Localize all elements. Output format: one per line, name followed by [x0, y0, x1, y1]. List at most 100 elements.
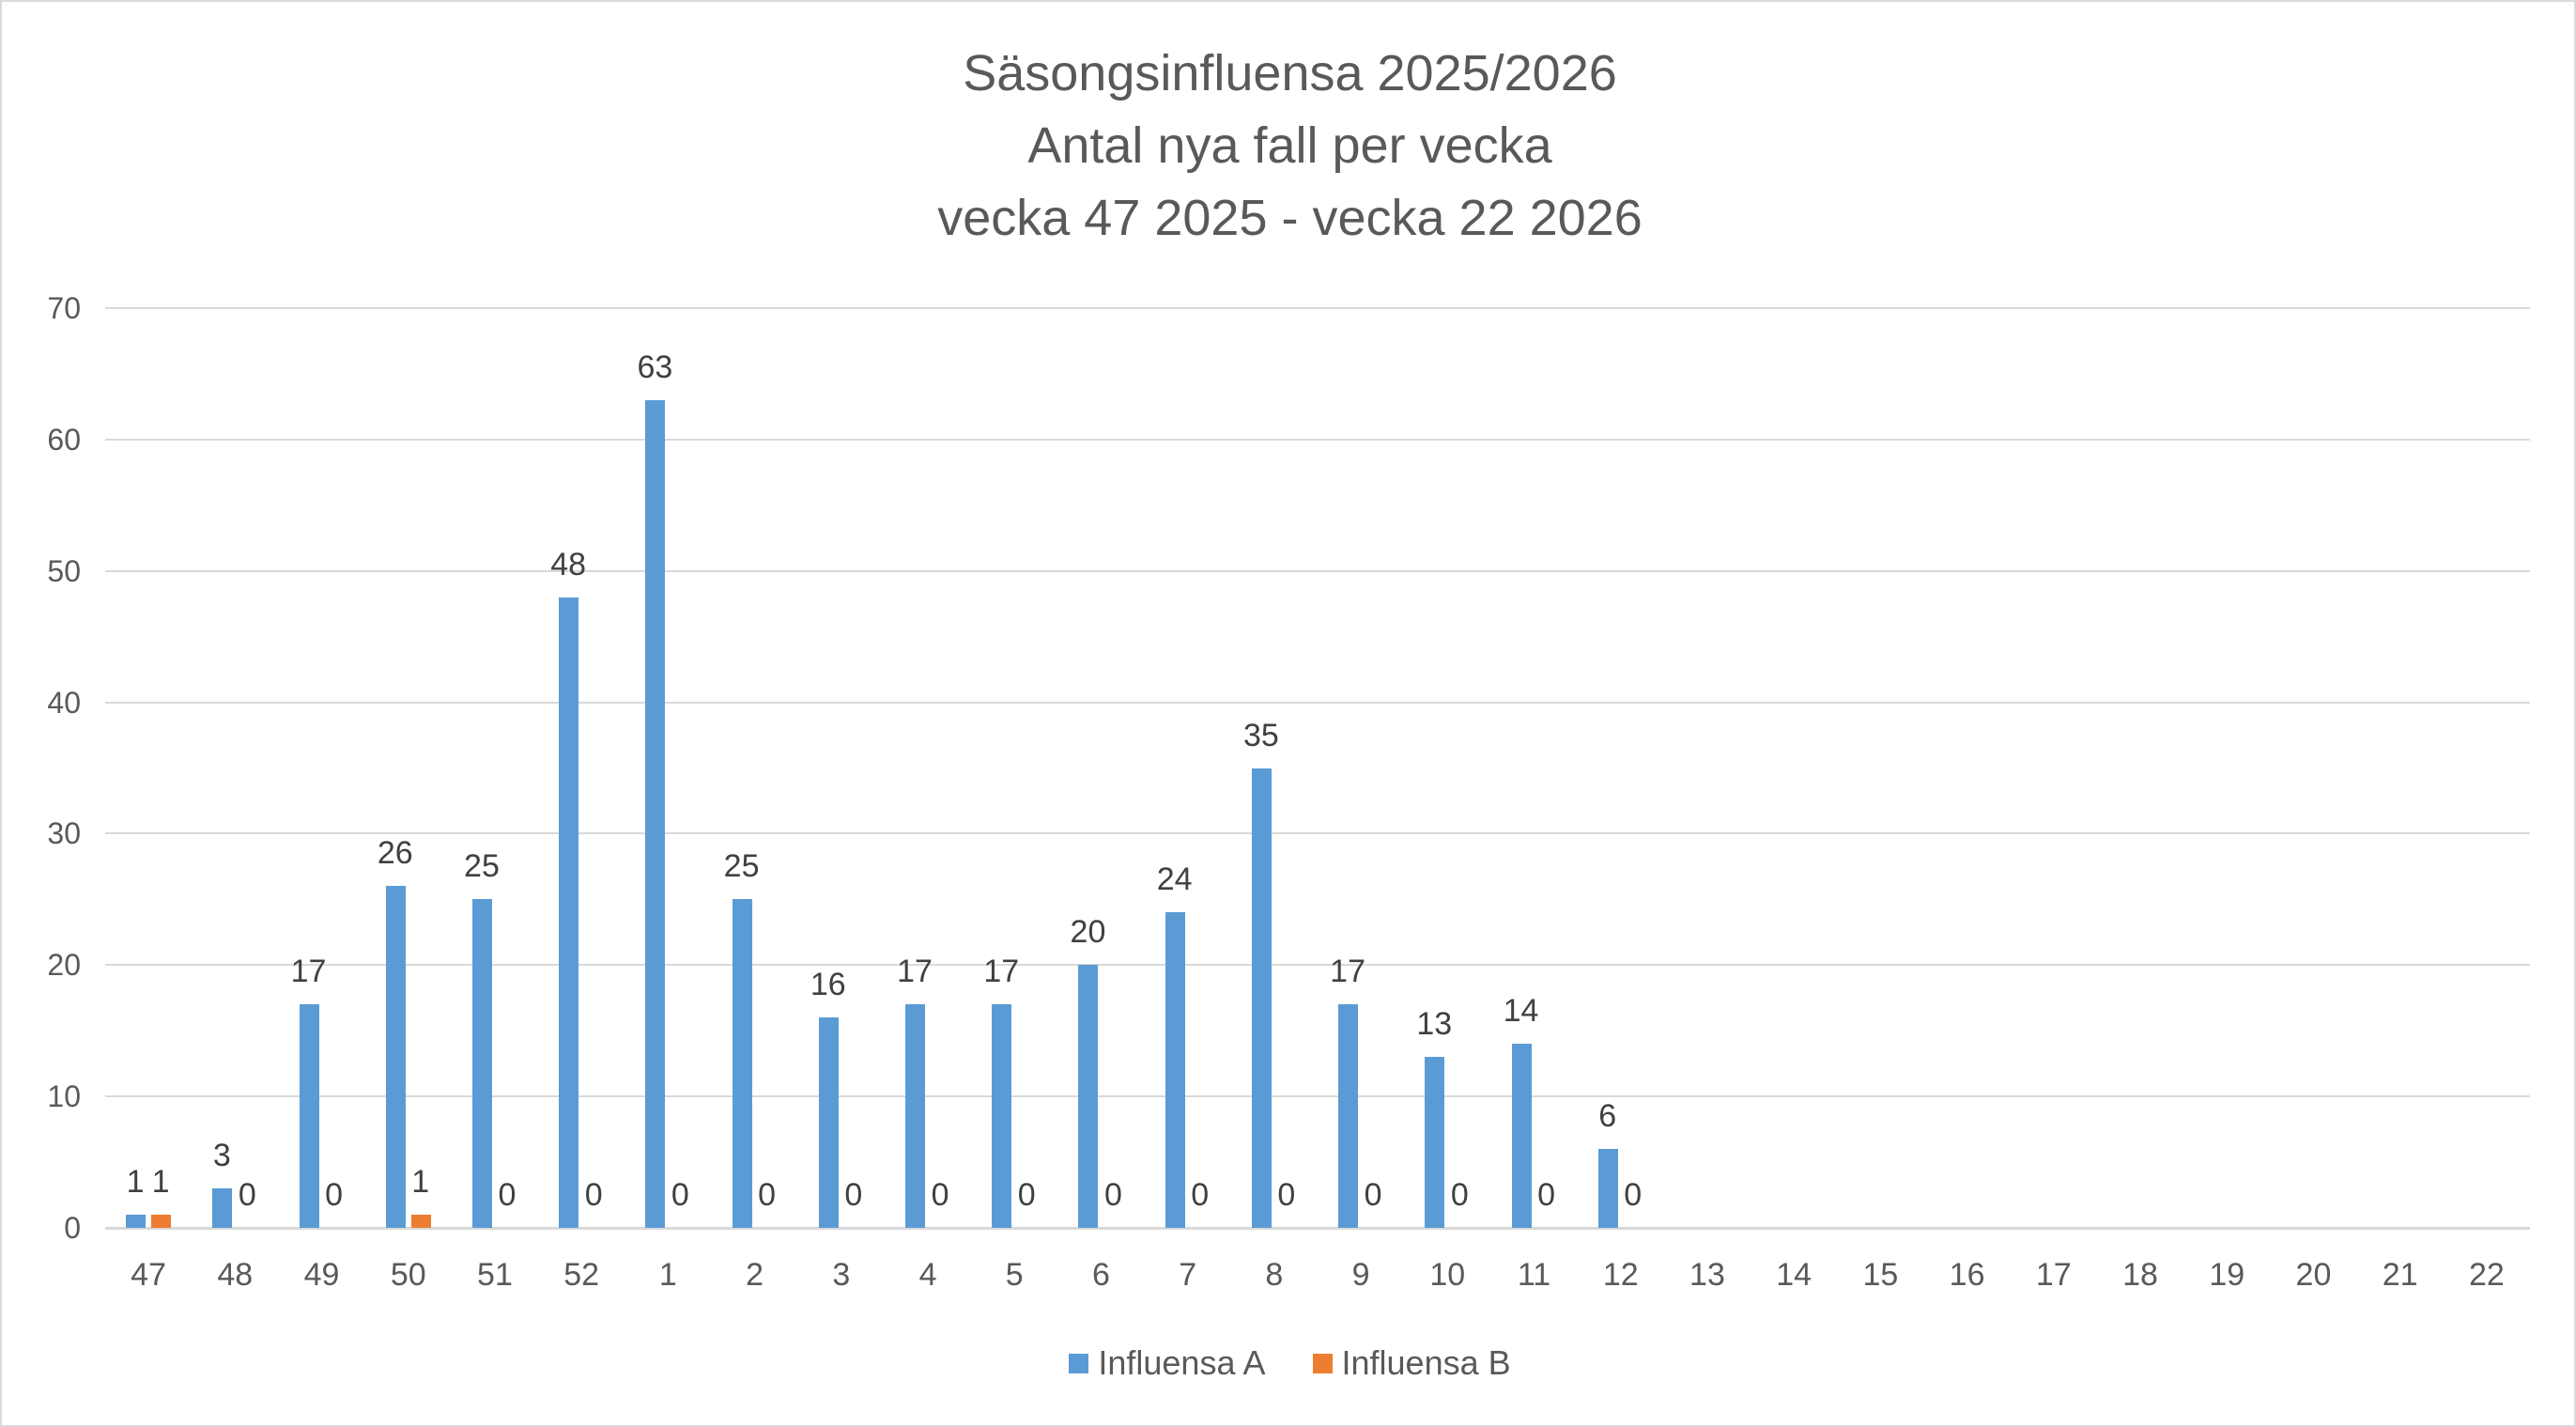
data-label: 0	[238, 1177, 256, 1213]
bar-influensa-a[interactable]	[992, 1004, 1012, 1228]
bar-influensa-a[interactable]	[385, 886, 406, 1228]
bar-influensa-a[interactable]	[299, 1004, 319, 1228]
x-tick-label: 2	[746, 1257, 764, 1293]
legend-item-influensa-a[interactable]: Influensa A	[1069, 1343, 1266, 1383]
x-tick-label: 20	[2295, 1257, 2332, 1293]
x-tick-label: 18	[2122, 1257, 2158, 1293]
data-label: 17	[290, 954, 327, 990]
data-label: 0	[671, 1177, 689, 1213]
bar-influensa-a[interactable]	[126, 1215, 147, 1228]
y-tick-label: 20	[47, 948, 81, 983]
data-label: 17	[897, 954, 933, 990]
x-tick-label: 12	[1602, 1257, 1639, 1293]
data-label: 0	[584, 1177, 603, 1213]
bar-influensa-a[interactable]	[818, 1017, 839, 1228]
x-tick-label: 13	[1689, 1257, 1725, 1293]
chart-title-line-2: Antal nya fall per vecka	[1027, 117, 1552, 174]
legend-item-influensa-b[interactable]: Influensa B	[1312, 1343, 1511, 1383]
data-label: 0	[325, 1177, 343, 1213]
bar-influensa-a[interactable]	[559, 597, 579, 1228]
y-tick-label: 0	[64, 1211, 81, 1245]
x-tick-label: 8	[1265, 1257, 1284, 1293]
x-tick-label: 6	[1091, 1257, 1110, 1293]
x-tick-label: 10	[1429, 1257, 1466, 1293]
legend: Influensa A Influensa B	[2, 1343, 2576, 1383]
bar-influensa-a[interactable]	[1078, 965, 1099, 1228]
y-tick-label: 40	[47, 685, 81, 720]
bar-influensa-a[interactable]	[1597, 1149, 1618, 1228]
bar-influensa-a[interactable]	[471, 899, 492, 1228]
bar-influensa-a[interactable]	[1251, 768, 1272, 1228]
gridline	[105, 307, 2530, 309]
bar-influensa-b[interactable]	[151, 1215, 172, 1228]
data-label: 3	[212, 1138, 231, 1174]
x-tick-label: 16	[1949, 1257, 1985, 1293]
x-tick-label: 4	[918, 1257, 937, 1293]
data-label: 17	[983, 954, 1020, 990]
data-label: 25	[723, 848, 760, 885]
x-tick-label: 51	[477, 1257, 513, 1293]
data-label: 0	[1277, 1177, 1296, 1213]
x-tick-label: 15	[1862, 1257, 1899, 1293]
data-label: 13	[1416, 1006, 1453, 1043]
data-label: 24	[1156, 861, 1193, 898]
data-label: 25	[464, 848, 500, 885]
data-label: 63	[637, 349, 673, 385]
x-tick-label: 11	[1517, 1257, 1551, 1293]
legend-label: Influensa B	[1341, 1343, 1511, 1382]
x-tick-label: 50	[390, 1257, 426, 1293]
bar-influensa-a[interactable]	[645, 399, 666, 1228]
data-label: 20	[1070, 914, 1106, 951]
gridline	[105, 1095, 2530, 1098]
data-label: 0	[1191, 1177, 1210, 1213]
x-tick-label: 22	[2468, 1257, 2505, 1293]
data-label: 1	[151, 1164, 170, 1200]
data-label: 0	[931, 1177, 949, 1213]
legend-label: Influensa A	[1098, 1343, 1266, 1382]
plot-area: 0 10 20 30 40 50 60 70 47 1 1 48 3 0 49 17 0 50 26 1 51 25 0 52…	[47, 293, 2530, 1293]
x-tick-label: 1	[658, 1257, 677, 1293]
data-label: 26	[377, 835, 413, 872]
y-tick-label: 10	[47, 1079, 81, 1114]
data-label: 0	[758, 1177, 777, 1213]
x-tick-label: 19	[2209, 1257, 2245, 1293]
bar-influensa-a[interactable]	[732, 899, 752, 1228]
data-label: 16	[810, 967, 846, 1003]
legend-swatch-icon	[1312, 1353, 1333, 1373]
x-tick-label: 21	[2382, 1257, 2418, 1293]
data-label: 0	[844, 1177, 863, 1213]
data-label: 0	[1450, 1177, 1469, 1213]
gridline	[105, 964, 2530, 967]
bar-influensa-a[interactable]	[1165, 912, 1185, 1228]
y-tick-label: 60	[47, 422, 81, 457]
bar-influensa-b[interactable]	[410, 1215, 431, 1228]
bar-influensa-a[interactable]	[1338, 1004, 1359, 1228]
gridline	[105, 569, 2530, 572]
bar-influensa-a[interactable]	[1511, 1044, 1532, 1228]
x-tick-label: 5	[1005, 1257, 1024, 1293]
data-label: 0	[1537, 1177, 1555, 1213]
data-label: 0	[1103, 1177, 1122, 1213]
gridline	[105, 438, 2530, 441]
x-tick-label: 52	[563, 1257, 600, 1293]
x-tick-label: 48	[217, 1257, 254, 1293]
y-tick-label: 70	[47, 291, 81, 325]
x-tick-label: 7	[1179, 1257, 1197, 1293]
legend-swatch-icon	[1069, 1353, 1089, 1373]
bar-influensa-a[interactable]	[212, 1188, 233, 1228]
chart-title-line-1: Säsongsinfluensa 2025/2026	[963, 45, 1617, 101]
data-label: 35	[1242, 717, 1279, 753]
data-label: 48	[550, 546, 587, 582]
data-label: 1	[411, 1164, 430, 1200]
data-label: 0	[1017, 1177, 1036, 1213]
x-tick-label: 14	[1776, 1257, 1812, 1293]
data-label: 14	[1503, 993, 1539, 1030]
data-label: 0	[1364, 1177, 1382, 1213]
data-label: 0	[1624, 1177, 1643, 1213]
chart-title-line-3: vecka 47 2025 - vecka 22 2026	[937, 190, 1643, 246]
bar-influensa-a[interactable]	[905, 1004, 926, 1228]
data-label: 0	[498, 1177, 517, 1213]
data-label: 6	[1598, 1098, 1617, 1135]
x-axis-line	[105, 1227, 2530, 1230]
bar-influensa-a[interactable]	[1425, 1057, 1445, 1228]
